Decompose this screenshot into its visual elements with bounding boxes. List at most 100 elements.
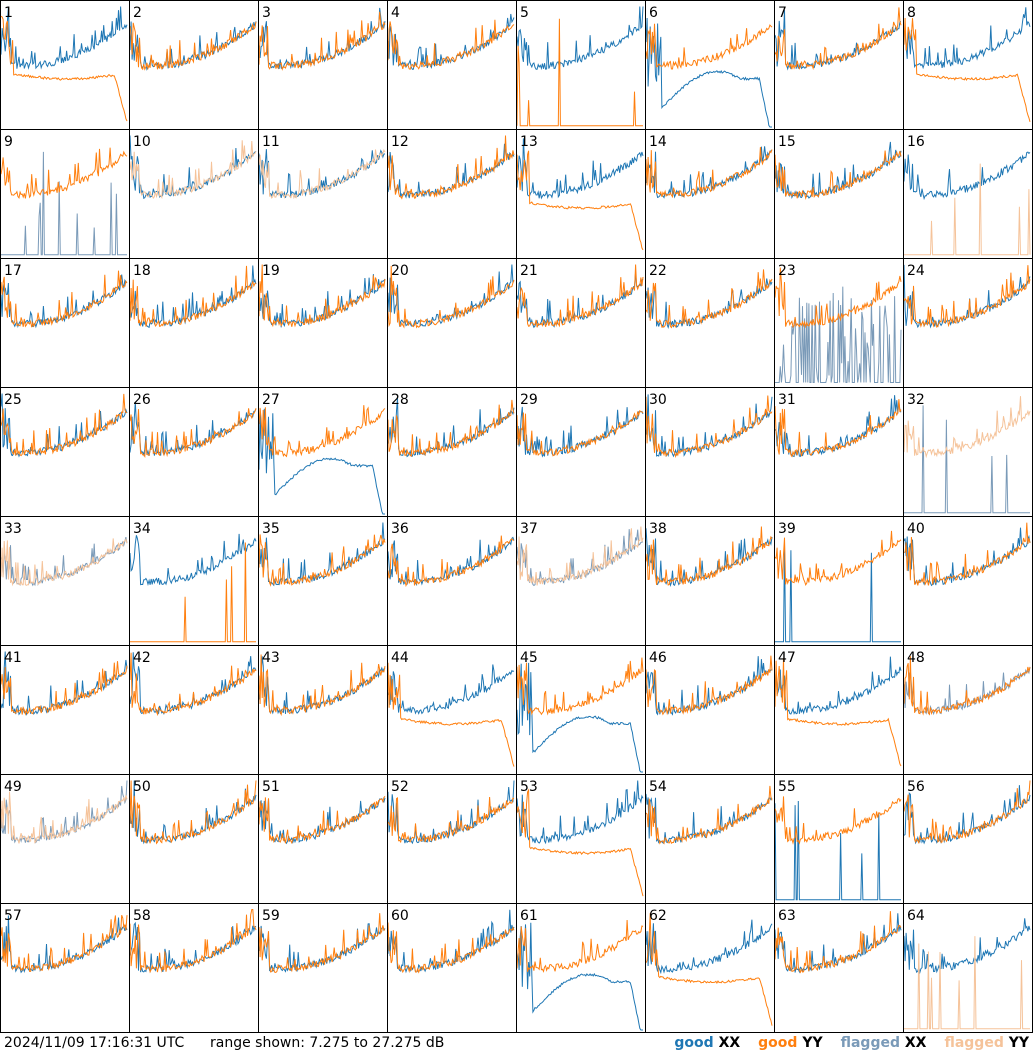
series-xx-panel-23 [775, 286, 902, 383]
legend-pol: XX [718, 1035, 741, 1051]
panel-label: 37 [520, 521, 538, 537]
series-yy-panel-25 [0, 393, 128, 457]
series-xx-panel-61 [516, 922, 643, 1031]
panel-label: 46 [649, 650, 667, 666]
series-yy-panel-10 [129, 140, 257, 200]
panel-label: 51 [262, 779, 280, 795]
panel-54: 54 [645, 774, 775, 904]
series-yy-panel-34 [130, 542, 256, 643]
panel-label: 30 [649, 392, 667, 408]
panel-11: 11 [258, 129, 388, 259]
panel-label: 44 [391, 650, 409, 666]
series-yy-panel-36 [387, 535, 515, 588]
panel-label: 14 [649, 134, 667, 150]
series-yy-panel-53 [516, 788, 644, 897]
panel-label: 60 [391, 908, 409, 924]
series-xx-panel-26 [129, 402, 257, 457]
panel-59: 59 [258, 903, 388, 1033]
series-xx-panel-53 [516, 780, 644, 845]
legend-pol: YY [802, 1035, 823, 1051]
panel-40: 40 [903, 516, 1033, 646]
series-xx-panel-8 [903, 7, 1031, 70]
series-yy-panel-58 [129, 909, 257, 974]
series-xx-panel-1 [0, 6, 128, 70]
panel-label: 39 [778, 521, 796, 537]
panel-label: 2 [133, 5, 142, 21]
series-yy-panel-8 [903, 17, 1031, 123]
series-yy-panel-50 [129, 780, 257, 845]
panel-label: 50 [133, 779, 151, 795]
panel-label: 57 [4, 908, 22, 924]
series-yy-panel-43 [258, 654, 386, 717]
series-yy-panel-42 [129, 652, 257, 717]
series-yy-panel-23 [774, 267, 902, 329]
panel-label: 1 [4, 5, 13, 21]
series-xx-panel-34 [129, 533, 257, 587]
series-yy-panel-22 [645, 269, 773, 329]
series-xx-panel-6 [645, 17, 772, 128]
series-yy-panel-63 [774, 911, 902, 974]
timestamp: 2024/11/09 17:16:31 UTC [4, 1035, 185, 1051]
panel-label: 20 [391, 263, 409, 279]
panel-17: 17 [0, 258, 130, 388]
panel-label: 8 [907, 5, 916, 21]
panel-label: 52 [391, 779, 409, 795]
series-yy-panel-38 [645, 526, 773, 586]
panel-label: 62 [649, 908, 667, 924]
series-xx-panel-39 [775, 542, 901, 643]
panel-label: 13 [520, 134, 538, 150]
panel-label: 63 [778, 908, 796, 924]
panel-label: 26 [133, 392, 151, 408]
panel-label: 28 [391, 392, 409, 408]
panel-label: 35 [262, 521, 280, 537]
panel-label: 40 [907, 521, 925, 537]
panel-label: 42 [133, 650, 151, 666]
series-yy-panel-19 [258, 264, 386, 328]
series-yy-panel-55 [774, 796, 902, 845]
series-yy-panel-33 [0, 538, 128, 587]
panel-label: 61 [520, 908, 538, 924]
panel-label: 18 [133, 263, 151, 279]
series-yy-panel-16 [904, 163, 1031, 256]
panel-label: 38 [649, 521, 667, 537]
series-xx-panel-29 [516, 406, 644, 458]
panel-label: 47 [778, 650, 796, 666]
panel-label: 10 [133, 134, 151, 150]
panel-label: 59 [262, 908, 280, 924]
series-yy-panel-21 [516, 264, 644, 328]
series-yy-panel-64 [904, 936, 1030, 1030]
series-yy-panel-13 [516, 150, 644, 251]
panel-label: 27 [262, 392, 280, 408]
series-yy-panel-28 [387, 399, 515, 457]
panel-label: 33 [4, 521, 22, 537]
series-yy-panel-41 [0, 661, 128, 716]
panel-label: 19 [262, 263, 280, 279]
series-yy-panel-61 [516, 919, 644, 973]
series-yy-panel-6 [645, 23, 773, 70]
series-xx-panel-64 [903, 918, 1031, 975]
series-yy-panel-30 [645, 395, 773, 458]
series-yy-panel-51 [258, 795, 386, 845]
series-yy-panel-11 [258, 149, 386, 200]
series-yy-panel-4 [387, 19, 515, 70]
series-yy-panel-29 [516, 409, 644, 457]
series-yy-panel-2 [129, 21, 257, 71]
series-yy-panel-27 [258, 405, 386, 458]
series-yy-panel-12 [387, 135, 515, 200]
series-xx-panel-13 [516, 138, 644, 200]
series-xx-panel-44 [387, 664, 515, 715]
panel-38: 38 [645, 516, 775, 646]
series-yy-panel-39 [774, 530, 902, 586]
series-yy-panel-32 [903, 396, 1031, 459]
panel-label: 25 [4, 392, 22, 408]
panel-label: 21 [520, 263, 538, 279]
series-yy-panel-52 [387, 796, 515, 844]
panel-label: 58 [133, 908, 151, 924]
series-xx-panel-55 [774, 800, 901, 901]
series-yy-panel-31 [774, 399, 902, 458]
panel-label: 45 [520, 650, 538, 666]
panel-label: 9 [4, 134, 13, 150]
legend: good XX good YY flagged XX flagged YY [656, 1035, 1029, 1051]
series-xx-panel-62 [645, 919, 773, 975]
panel-label: 64 [907, 908, 925, 924]
